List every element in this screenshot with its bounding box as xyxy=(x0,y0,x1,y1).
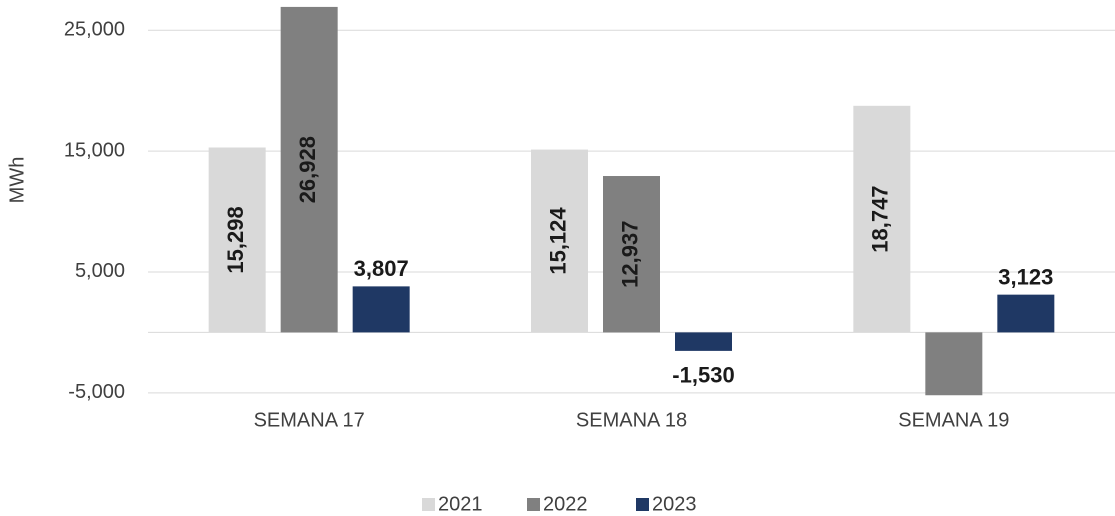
x-tick-label: SEMANA 18 xyxy=(576,409,687,431)
y-tick-label: 15,000 xyxy=(64,139,125,161)
bar xyxy=(353,286,410,332)
data-label: 3,807 xyxy=(354,256,409,281)
x-tick-label: SEMANA 19 xyxy=(898,409,1009,431)
data-label: 12,937 xyxy=(617,221,642,288)
legend-swatch xyxy=(422,498,435,511)
chart: MWh -5,000 5,000 15,000 25,000 SEMANA 17 15,2… xyxy=(0,0,1115,516)
data-label: 3,123 xyxy=(998,264,1053,289)
data-label: 18,747 xyxy=(868,185,893,252)
data-label: 15,298 xyxy=(223,206,248,273)
bar xyxy=(997,295,1054,333)
legend-label: 2023 xyxy=(652,493,697,515)
legend-swatch xyxy=(527,498,540,511)
x-tick-label: SEMANA 17 xyxy=(254,409,365,431)
legend-swatch xyxy=(636,498,649,511)
legend-label: 2022 xyxy=(543,493,588,515)
data-label: 26,928 xyxy=(295,136,320,203)
legend-label: 2021 xyxy=(438,493,483,515)
y-tick-label: 25,000 xyxy=(64,18,125,40)
y-axis-label: MWh xyxy=(6,157,28,204)
bar xyxy=(925,332,982,395)
page: MWh -5,000 5,000 15,000 25,000 SEMANA 17 15,2… xyxy=(0,0,1115,516)
data-label: 15,124 xyxy=(545,207,570,275)
bar xyxy=(675,332,732,350)
y-tick-label: -5,000 xyxy=(68,381,125,403)
data-label: -1,530 xyxy=(672,363,734,388)
y-tick-label: 5,000 xyxy=(75,260,125,282)
